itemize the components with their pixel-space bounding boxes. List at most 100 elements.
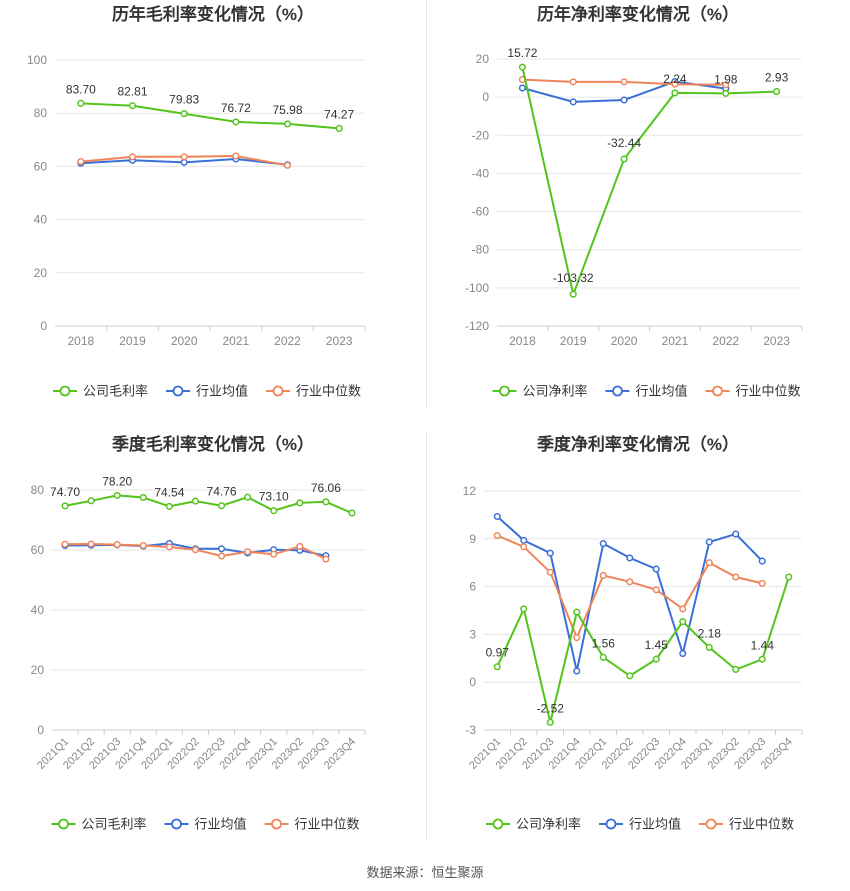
data-label: 2.24 bbox=[663, 72, 687, 86]
data-point bbox=[546, 568, 554, 576]
legend-label: 行业中位数 bbox=[736, 384, 801, 399]
data-point bbox=[270, 550, 278, 558]
x-tick-label: 2022 bbox=[274, 334, 301, 348]
x-tick-label: 2018 bbox=[509, 334, 536, 348]
data-point bbox=[113, 491, 121, 499]
data-source-note: 数据来源：恒生聚源 bbox=[366, 865, 484, 880]
y-tick-label: -100 bbox=[465, 281, 489, 295]
data-point bbox=[165, 502, 173, 510]
data-point bbox=[296, 542, 304, 550]
legend-item-company: 公司净利率 bbox=[486, 817, 581, 832]
data-point bbox=[785, 573, 793, 581]
data-point bbox=[671, 89, 679, 97]
y-tick-label: -120 bbox=[465, 319, 489, 333]
chart-title: 历年毛利率变化情况（%） bbox=[112, 4, 314, 24]
legend-item-industry_avg: 行业均值 bbox=[599, 817, 681, 832]
data-point bbox=[569, 78, 577, 86]
data-point bbox=[758, 557, 766, 565]
data-point bbox=[493, 663, 501, 671]
data-point bbox=[599, 540, 607, 548]
data-point bbox=[732, 530, 740, 538]
data-label: 74.76 bbox=[207, 485, 237, 499]
data-point bbox=[705, 643, 713, 652]
series-line bbox=[496, 576, 790, 723]
data-point bbox=[573, 634, 581, 642]
data-point bbox=[139, 541, 147, 550]
data-point bbox=[232, 152, 240, 160]
legend-item-company: 公司净利率 bbox=[492, 384, 588, 399]
chart-title: 季度净利率变化情况（%） bbox=[537, 434, 739, 454]
data-point bbox=[773, 88, 781, 96]
x-tick-label: 2018 bbox=[67, 334, 94, 348]
data-point bbox=[128, 102, 137, 110]
legend-swatch-marker bbox=[499, 385, 510, 397]
data-point bbox=[191, 546, 200, 554]
legend-swatch-marker bbox=[171, 818, 182, 830]
data-point bbox=[599, 653, 607, 661]
data-point bbox=[77, 158, 85, 166]
data-label: 2.18 bbox=[698, 626, 722, 640]
data-label: 82.81 bbox=[117, 85, 147, 99]
y-tick-label: 9 bbox=[469, 532, 476, 546]
legend-label: 行业均值 bbox=[629, 817, 681, 832]
data-point bbox=[546, 718, 554, 726]
data-point bbox=[191, 497, 200, 505]
vertical-divider-top bbox=[426, 0, 427, 408]
legend-label: 行业均值 bbox=[636, 384, 688, 399]
legend: 公司净利率 行业均值 行业中位数 bbox=[486, 817, 794, 832]
data-point bbox=[569, 98, 577, 106]
series-company bbox=[493, 573, 793, 726]
legend-swatch-marker bbox=[59, 385, 71, 397]
series-line bbox=[496, 515, 764, 672]
y-tick-label: 100 bbox=[27, 53, 47, 67]
data-point bbox=[652, 655, 660, 663]
data-point bbox=[165, 543, 173, 551]
legend-swatch-marker bbox=[605, 818, 617, 830]
data-label: 74.54 bbox=[154, 485, 184, 499]
data-point bbox=[679, 618, 687, 626]
data-point bbox=[493, 512, 501, 521]
data-point bbox=[671, 80, 679, 88]
x-tick-label: 2021 bbox=[662, 334, 689, 348]
data-point bbox=[705, 538, 713, 546]
legend-label: 行业中位数 bbox=[296, 384, 361, 399]
y-tick-label: -3 bbox=[465, 723, 476, 737]
data-point bbox=[518, 84, 526, 92]
data-label: -2.52 bbox=[537, 701, 565, 715]
data-point bbox=[270, 507, 278, 515]
x-tick-label: 2023 bbox=[763, 334, 790, 348]
chart-4: 季度净利率变化情况（%）-30369122021Q12021Q22021Q320… bbox=[463, 434, 803, 832]
legend-item-industry_median: 行业中位数 bbox=[264, 817, 360, 832]
data-point bbox=[758, 655, 766, 663]
legend-label: 行业中位数 bbox=[729, 817, 794, 832]
chart-3: 季度毛利率变化情况（%）0204060802021Q12021Q22021Q32… bbox=[31, 434, 366, 832]
series-company bbox=[518, 63, 781, 298]
data-point bbox=[626, 554, 634, 562]
data-point bbox=[335, 124, 343, 132]
data-label: 83.70 bbox=[66, 82, 96, 96]
legend-label: 行业中位数 bbox=[295, 817, 360, 832]
data-point bbox=[322, 555, 330, 563]
data-point bbox=[180, 158, 188, 166]
y-tick-label: 40 bbox=[31, 603, 45, 617]
legend-swatch-marker bbox=[492, 818, 504, 830]
data-point bbox=[244, 548, 252, 556]
y-tick-label: -60 bbox=[472, 205, 490, 219]
legend-swatch-marker bbox=[58, 818, 69, 830]
legend-swatch-marker bbox=[272, 385, 284, 397]
data-point bbox=[87, 540, 95, 548]
legend-label: 行业均值 bbox=[196, 384, 248, 399]
legend-swatch-marker bbox=[612, 385, 623, 397]
data-label: 1.98 bbox=[714, 72, 738, 86]
data-point bbox=[732, 573, 740, 581]
data-point bbox=[626, 578, 634, 586]
legend-item-industry_median: 行业中位数 bbox=[705, 384, 801, 399]
data-label: 78.20 bbox=[102, 474, 132, 488]
legend-item-industry_median: 行业中位数 bbox=[266, 384, 361, 399]
legend-swatch-marker bbox=[705, 818, 717, 830]
series-company bbox=[61, 491, 356, 517]
series-industry_median bbox=[61, 540, 330, 563]
data-point bbox=[758, 579, 766, 587]
legend-label: 公司净利率 bbox=[516, 817, 581, 832]
data-point bbox=[722, 81, 730, 89]
